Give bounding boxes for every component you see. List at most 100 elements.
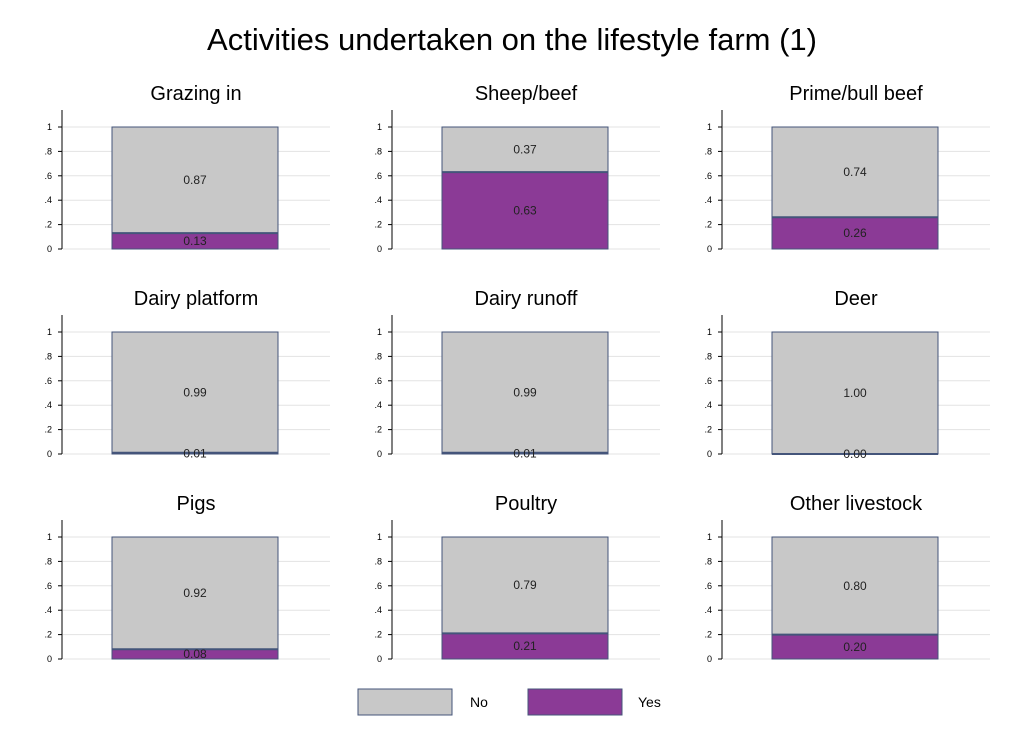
y-tick-label: .8: [44, 556, 52, 566]
y-tick-label: 1: [707, 532, 712, 542]
y-tick-label: .8: [374, 146, 382, 156]
y-tick-label: .2: [374, 425, 382, 435]
data-label-yes: 0.21: [513, 639, 537, 653]
panel-title: Poultry: [495, 493, 557, 515]
y-tick-label: .4: [374, 400, 382, 410]
bar-yes: [771, 634, 939, 660]
data-label-no: 0.87: [183, 173, 207, 187]
panel-title: Dairy runoff: [474, 288, 577, 310]
bar-yes: [771, 216, 939, 250]
y-tick-label: 0: [707, 654, 712, 664]
data-label-no: 0.80: [843, 579, 867, 593]
panel-title: Grazing in: [150, 83, 241, 105]
y-tick-label: .2: [44, 425, 52, 435]
y-tick-label: 0: [707, 244, 712, 254]
y-tick-label: .2: [704, 425, 712, 435]
y-tick-label: .2: [44, 630, 52, 640]
y-tick-label: .6: [704, 376, 712, 386]
data-label-no: 1.00: [843, 386, 867, 400]
y-tick-label: .4: [704, 195, 712, 205]
panel: Sheep/beef 0 .2 .4 .6 .8 1 0.37 0.63: [374, 83, 660, 254]
y-tick-label: 0: [377, 654, 382, 664]
panels-grid: Grazing in 0 .2 .4 .6 .8 1 0.87 0.13 Sheep/beef 0.…: [44, 83, 990, 664]
y-tick-label: .6: [374, 171, 382, 181]
panel: Pigs 0 .2 .4 .6 .8 1 0.92 0.08: [44, 493, 330, 664]
data-label-yes: 0.13: [183, 234, 207, 248]
legend-swatch: [357, 688, 453, 716]
panel: Prime/bull beef 0 .2 .4 .6 .8 1 0.74 0.26: [704, 83, 990, 254]
data-label-yes: 0.01: [513, 446, 537, 460]
data-label-no: 0.99: [513, 385, 537, 399]
y-tick-label: 1: [377, 532, 382, 542]
y-tick-label: .4: [704, 400, 712, 410]
y-tick-label: 0: [377, 449, 382, 459]
y-tick-label: .8: [44, 351, 52, 361]
legend: No Yes: [357, 688, 661, 716]
y-tick-label: 0: [47, 654, 52, 664]
panel-title: Pigs: [177, 493, 216, 515]
y-tick-label: .4: [44, 400, 52, 410]
y-tick-label: 0: [47, 449, 52, 459]
y-tick-label: .6: [44, 376, 52, 386]
y-tick-label: 1: [377, 122, 382, 132]
panel: Other livestock 0 .2 .4 .6 .8 1 0.80 0.20: [704, 493, 990, 664]
panel: Dairy runoff 0 .2 .4 .6 .8 1 0.99 0.01: [374, 288, 660, 460]
y-tick-label: 1: [377, 327, 382, 337]
y-tick-label: .8: [704, 351, 712, 361]
bar-no: [111, 331, 279, 454]
y-tick-label: .8: [704, 556, 712, 566]
y-tick-label: .4: [44, 195, 52, 205]
y-tick-label: 1: [47, 327, 52, 337]
data-label-yes: 0.01: [183, 446, 207, 460]
y-tick-label: .2: [374, 220, 382, 230]
legend-label: Yes: [638, 694, 661, 710]
y-tick-label: .8: [374, 556, 382, 566]
bar-no: [441, 126, 609, 173]
bar-no: [771, 331, 939, 455]
data-label-yes: 0.08: [183, 647, 207, 661]
y-tick-label: 0: [377, 244, 382, 254]
y-tick-label: .2: [704, 630, 712, 640]
data-label-yes: 0.63: [513, 204, 537, 218]
y-tick-label: .8: [374, 351, 382, 361]
y-tick-label: .4: [704, 605, 712, 615]
bar-no: [111, 536, 279, 650]
bar-yes: [441, 632, 609, 660]
data-label-no: 0.92: [183, 586, 207, 600]
bar-no: [771, 536, 939, 636]
data-label-no: 0.74: [843, 165, 867, 179]
data-label-yes: 0.20: [843, 640, 867, 654]
y-tick-label: .4: [374, 195, 382, 205]
bar-no: [441, 536, 609, 634]
panel-title: Sheep/beef: [475, 83, 578, 105]
panel-title: Dairy platform: [134, 288, 258, 310]
y-tick-label: .6: [374, 376, 382, 386]
y-tick-label: .8: [44, 146, 52, 156]
y-tick-label: 0: [47, 244, 52, 254]
y-tick-label: .2: [374, 630, 382, 640]
bar-no: [111, 126, 279, 234]
y-tick-label: .6: [704, 171, 712, 181]
y-tick-label: .6: [374, 581, 382, 591]
y-tick-label: 1: [707, 122, 712, 132]
panel-title: Other livestock: [790, 493, 923, 515]
panel: Deer 0 .2 .4 .6 .8 1 1.00 0.00: [704, 288, 990, 461]
panel-title: Prime/bull beef: [789, 83, 923, 105]
y-tick-label: .6: [44, 581, 52, 591]
y-tick-label: .4: [44, 605, 52, 615]
chart-title: Activities undertaken on the lifestyle f…: [207, 22, 817, 57]
panel: Poultry 0 .2 .4 .6 .8 1 0.79 0.21: [374, 493, 660, 664]
y-tick-label: .6: [704, 581, 712, 591]
y-tick-label: 1: [47, 532, 52, 542]
y-tick-label: .2: [44, 220, 52, 230]
y-tick-label: .8: [704, 146, 712, 156]
data-label-no: 0.79: [513, 578, 537, 592]
y-tick-label: 1: [47, 122, 52, 132]
data-label-no: 0.37: [513, 143, 537, 157]
data-label-yes: 0.00: [843, 447, 867, 461]
panel: Grazing in 0 .2 .4 .6 .8 1 0.87 0.13: [44, 83, 330, 254]
legend-label: No: [470, 694, 488, 710]
y-tick-label: .4: [374, 605, 382, 615]
y-tick-label: .6: [44, 171, 52, 181]
